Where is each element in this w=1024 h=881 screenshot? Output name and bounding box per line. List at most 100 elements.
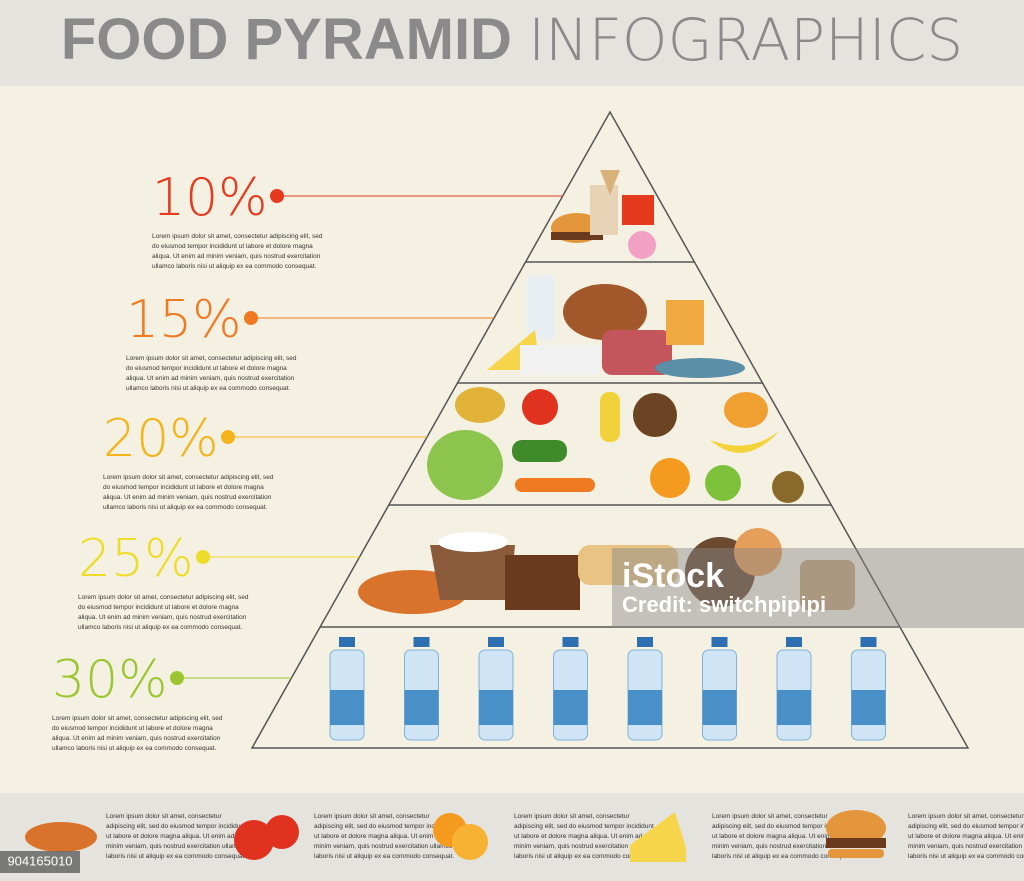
level-description: do eiusmod tempor incididunt ut labore e… xyxy=(52,725,213,732)
carrot xyxy=(515,478,595,492)
footer-description: minim veniam, quis nostrud exercitation … xyxy=(712,843,851,850)
level-description: Lorem ipsum dolor sit amet, consectetur … xyxy=(78,594,249,601)
footer-burger-bun xyxy=(828,849,884,858)
level-description: ullamco laboris nisi ut aliquip ex ea co… xyxy=(78,624,243,631)
level-description: Lorem ipsum dolor sit amet, consectetur … xyxy=(52,715,223,722)
drink xyxy=(590,185,618,235)
footer-description: minim veniam, quis nostrud exercitation … xyxy=(106,843,245,850)
footer-cheese xyxy=(630,812,686,862)
baguette xyxy=(578,545,678,585)
milk xyxy=(527,275,555,340)
kiwi xyxy=(772,471,804,503)
bottle-label xyxy=(553,690,588,725)
footer-description: laboris nisi ut aliquip ex ea commodo co… xyxy=(514,853,654,860)
footer-description: adipiscing elit, sed do eiusmod tempor i… xyxy=(314,823,454,830)
footer-description: Lorem ipsum dolor sit amet, consectetur xyxy=(106,813,222,820)
eggs xyxy=(520,345,600,375)
level-description: Lorem ipsum dolor sit amet, consectetur … xyxy=(103,474,274,481)
donut xyxy=(628,231,656,259)
footer-description: Lorem ipsum dolor sit amet, consectetur xyxy=(514,813,630,820)
food-bread xyxy=(358,528,855,614)
level-description: do eiusmod tempor incididunt ut labore e… xyxy=(152,243,313,250)
footer-description: adipiscing elit, sed do eiusmod tempor i… xyxy=(908,823,1024,830)
tomato xyxy=(522,389,558,425)
bottle-cap xyxy=(413,637,430,647)
bottle-cap xyxy=(860,637,877,647)
fish xyxy=(655,358,745,378)
connector-dot xyxy=(244,311,258,325)
connector-dot xyxy=(196,550,210,564)
connector-dot xyxy=(270,189,284,203)
orange xyxy=(650,458,690,498)
bottle-label xyxy=(777,690,811,725)
food-veg xyxy=(427,387,804,503)
cucumber xyxy=(512,440,567,462)
level-description: ullamco laboris nisi ut aliquip ex ea co… xyxy=(52,745,217,752)
level-description: do eiusmod tempor incididunt ut labore e… xyxy=(103,484,264,491)
sliced-bread xyxy=(800,560,855,610)
footer-tomato xyxy=(265,815,299,849)
footer-description: Lorem ipsum dolor sit amet, consectetur xyxy=(908,813,1024,820)
bottle-cap xyxy=(786,637,802,647)
header-bar xyxy=(0,0,1024,86)
percent-label: 30% xyxy=(52,650,168,710)
image-id: 904165010 xyxy=(7,853,72,868)
title: FOOD PYRAMID INFOGRAPHICS xyxy=(61,6,963,74)
footer-description: laboris nisi ut aliquip ex ea commodo co… xyxy=(908,853,1024,860)
food-top xyxy=(551,170,656,259)
footer-description: Lorem ipsum dolor sit amet, consectetur xyxy=(712,813,828,820)
cabbage xyxy=(427,430,503,500)
level-labels: 10% Lorem ipsum dolor sit amet, consectet… xyxy=(52,168,563,752)
corn xyxy=(600,392,620,442)
watermark-credit: Credit: switchpipipi xyxy=(622,592,826,617)
footer-description: laboris nisi ut aliquip ex ea commodo co… xyxy=(314,853,454,860)
id-badge xyxy=(0,851,80,873)
bottle-cap xyxy=(562,637,579,647)
bottle-cap xyxy=(637,637,653,647)
connector-dot xyxy=(221,430,235,444)
pyramid xyxy=(250,110,970,749)
percent-label: 10% xyxy=(152,168,268,228)
footer-burger-patty xyxy=(826,838,886,848)
bun xyxy=(734,528,782,576)
footer-description: minim veniam, quis nostrud exercitation … xyxy=(514,843,653,850)
level-description: aliqua. Ut enim ad minim veniam, quis no… xyxy=(78,614,247,621)
level-description: Lorem ipsum dolor sit amet, consectetur … xyxy=(152,233,323,240)
bottle-cap xyxy=(488,637,504,647)
footer-description: minim veniam, quis nostrud exercitation … xyxy=(314,843,453,850)
title-bold: FOOD PYRAMID xyxy=(61,7,512,72)
bottle-cap xyxy=(339,637,355,647)
potato xyxy=(455,387,505,423)
footer-description: ut labore et dolore magna aliqua. Ut eni… xyxy=(514,833,643,840)
level-description: do eiusmod tempor incididunt ut labore e… xyxy=(78,604,239,611)
level-description: aliqua. Ut enim ad minim veniam, quis no… xyxy=(152,253,321,260)
water-bottles xyxy=(329,637,886,741)
bottle-label xyxy=(628,690,662,725)
flour xyxy=(438,532,508,552)
footer-description: ut labore et dolore magna aliqua. Ut eni… xyxy=(712,833,841,840)
level-description: do eiusmod tempor incididunt ut labore e… xyxy=(126,365,287,372)
bottle-label xyxy=(479,690,513,725)
flour-sack xyxy=(430,545,515,600)
footer-description: adipiscing elit, sed do eiusmod tempor i… xyxy=(106,823,246,830)
percent-label: 20% xyxy=(103,409,219,469)
fries xyxy=(622,195,654,225)
level-description: Lorem ipsum dolor sit amet, consectetur … xyxy=(126,355,297,362)
connector-dot xyxy=(170,671,184,685)
level-description: ullamco laboris nisi ut aliquip ex ea co… xyxy=(103,504,268,511)
bottle-cap xyxy=(711,637,728,647)
level-description: ullamco laboris nisi ut aliquip ex ea co… xyxy=(152,263,317,270)
footer-description: laboris nisi ut aliquip ex ea commodo co… xyxy=(712,853,852,860)
percent-label: 25% xyxy=(78,529,194,589)
rye-bread xyxy=(505,555,580,610)
bottle-label xyxy=(330,690,364,725)
food-meat xyxy=(487,275,745,378)
watermark-brand: iStock xyxy=(622,557,724,595)
level-description: ullamco laboris nisi ut aliquip ex ea co… xyxy=(126,385,291,392)
watermark-band xyxy=(612,548,1024,628)
level-description: aliqua. Ut enim ad minim veniam, quis no… xyxy=(103,494,272,501)
footer-description: ut labore et dolore magna aliqua. Ut eni… xyxy=(106,833,235,840)
coconut xyxy=(633,393,677,437)
footer-description: ut labore et dolore magna aliqua. Ut eni… xyxy=(908,833,1024,840)
footer-orange xyxy=(452,824,488,860)
